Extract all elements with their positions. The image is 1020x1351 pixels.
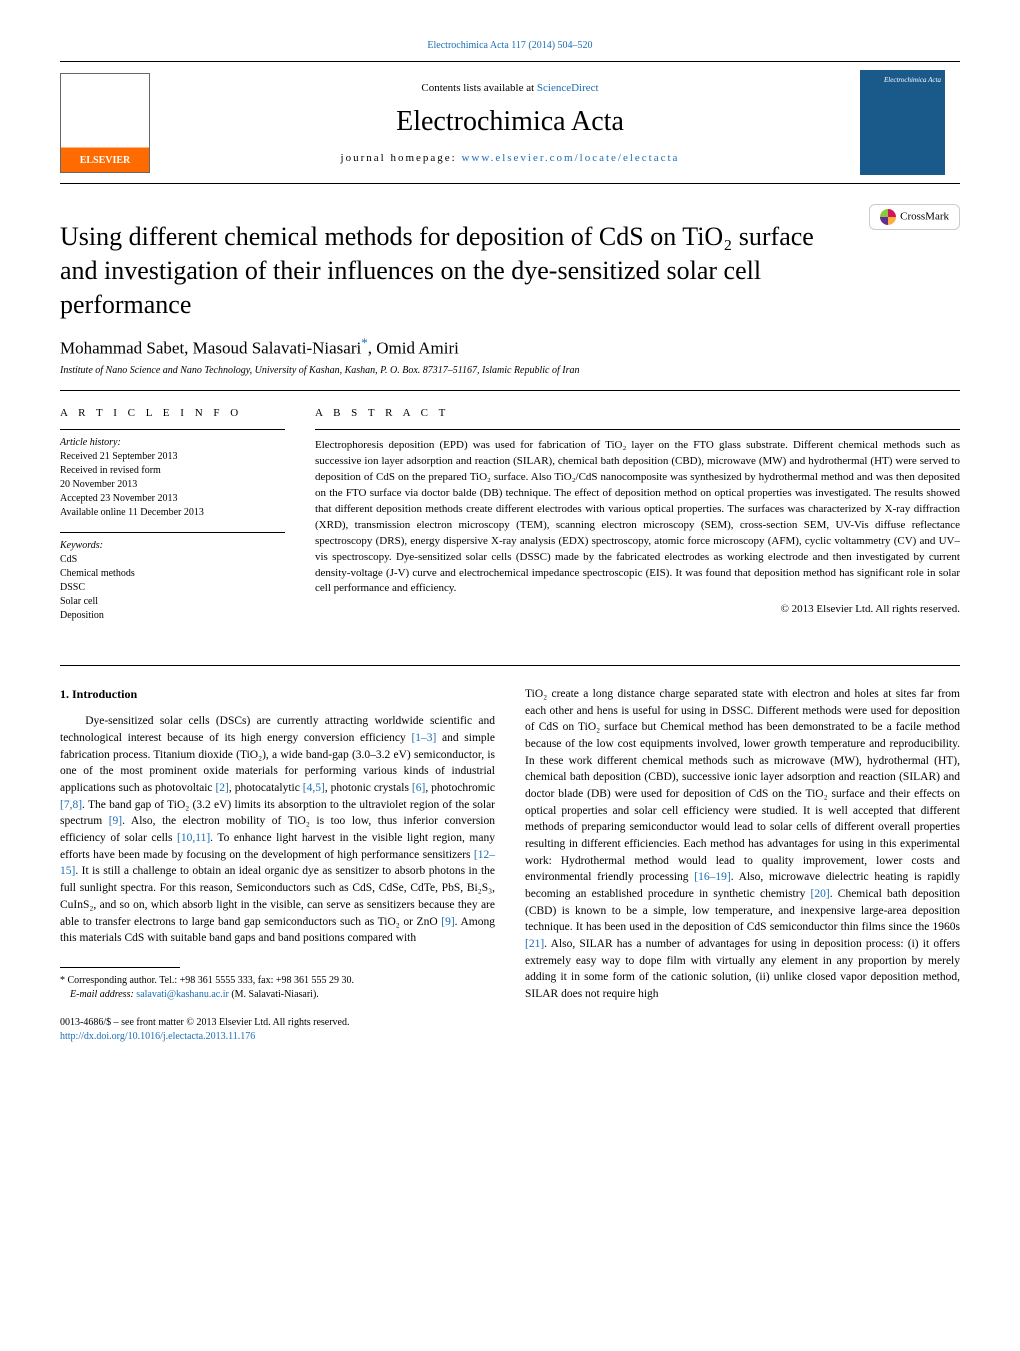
citation-link[interactable]: [20]	[811, 888, 830, 900]
citation-link[interactable]: [16–19]	[694, 871, 730, 883]
citation-link[interactable]: [1–3]	[411, 732, 436, 744]
email-line: E-mail address: salavati@kashanu.ac.ir (…	[60, 988, 495, 1002]
body-column-right: TiO₂ create a long distance charge separ…	[525, 686, 960, 1045]
crossmark-badge[interactable]: CrossMark	[869, 204, 960, 230]
elsevier-logo[interactable]: ELSEVIER	[60, 73, 150, 173]
body-text: , photocatalytic	[229, 782, 303, 794]
doi-link[interactable]: http://dx.doi.org/10.1016/j.electacta.20…	[60, 1031, 255, 1042]
journal-homepage-link[interactable]: www.elsevier.com/locate/electacta	[461, 152, 679, 164]
info-abstract-row: A R T I C L E I N F O Article history: R…	[60, 407, 960, 635]
citation-link[interactable]: [10,11]	[177, 832, 210, 844]
introduction-heading: 1. Introduction	[60, 686, 495, 703]
article-info-heading: A R T I C L E I N F O	[60, 407, 285, 419]
history-line: 20 November 2013	[60, 478, 285, 492]
keyword: DSSC	[60, 581, 285, 595]
journal-header-center: Contents lists available at ScienceDirec…	[160, 82, 860, 164]
keyword: Solar cell	[60, 595, 285, 609]
article-title: Using different chemical methods for dep…	[60, 220, 820, 321]
keyword: CdS	[60, 553, 285, 567]
journal-header: ELSEVIER Contents lists available at Sci…	[60, 61, 960, 184]
body-text: . Also, SILAR has a number of advantages…	[525, 938, 960, 1000]
contents-prefix: Contents lists available at	[421, 82, 536, 94]
citation-link[interactable]: [2]	[215, 782, 228, 794]
authors-tail: , Omid Amiri	[368, 339, 459, 358]
abstract-copyright: © 2013 Elsevier Ltd. All rights reserved…	[315, 603, 960, 615]
abstract-column: A B S T R A C T Electrophoresis depositi…	[315, 407, 960, 635]
body-text: , photonic crystals	[325, 782, 412, 794]
article-history-block: Article history: Received 21 September 2…	[60, 429, 285, 520]
crossmark-icon	[880, 209, 896, 225]
authors-line: Mohammad Sabet, Masoud Salavati-Niasari*…	[60, 335, 960, 359]
sciencedirect-link[interactable]: ScienceDirect	[537, 82, 599, 94]
history-line: Available online 11 December 2013	[60, 506, 285, 520]
publisher-logo-container: ELSEVIER	[60, 73, 160, 173]
footnote-separator	[60, 967, 180, 968]
citation-link[interactable]: [4,5]	[303, 782, 325, 794]
citation-link[interactable]: [6]	[412, 782, 425, 794]
homepage-prefix: journal homepage:	[341, 152, 462, 164]
issn-copyright: 0013-4686/$ – see front matter © 2013 El…	[60, 1016, 495, 1031]
keywords-label: Keywords:	[60, 539, 285, 553]
history-line: Accepted 23 November 2013	[60, 492, 285, 506]
body-columns: 1. Introduction Dye-sensitized solar cel…	[60, 665, 960, 1045]
body-text: , photochromic	[425, 782, 495, 794]
journal-issue-link[interactable]: Electrochimica Acta 117 (2014) 504–520	[60, 40, 960, 51]
keyword: Deposition	[60, 609, 285, 623]
article-info-column: A R T I C L E I N F O Article history: R…	[60, 407, 285, 635]
keyword: Chemical methods	[60, 567, 285, 581]
citation-link[interactable]: [9]	[441, 916, 454, 928]
affiliation: Institute of Nano Science and Nano Techn…	[60, 365, 960, 376]
corresponding-tel-fax: * Corresponding author. Tel.: +98 361 55…	[60, 974, 495, 988]
abstract-text: Electrophoresis deposition (EPD) was use…	[315, 429, 960, 597]
body-text: TiO₂ create a long distance charge separ…	[525, 688, 960, 883]
citation-link[interactable]: [21]	[525, 938, 544, 950]
body-text: . It is still a challenge to obtain an i…	[60, 865, 495, 927]
corresponding-author-footnote: * Corresponding author. Tel.: +98 361 55…	[60, 974, 495, 1002]
journal-cover-thumbnail[interactable]: Electrochimica Acta	[860, 70, 945, 175]
elsevier-logo-text: ELSEVIER	[80, 155, 131, 166]
body-paragraph: Dye-sensitized solar cells (DSCs) are cu…	[60, 713, 495, 946]
body-column-left: 1. Introduction Dye-sensitized solar cel…	[60, 686, 495, 1045]
citation-link[interactable]: [9]	[109, 815, 122, 827]
history-line: Received in revised form	[60, 464, 285, 478]
page: Electrochimica Acta 117 (2014) 504–520 E…	[0, 0, 1020, 1085]
email-link[interactable]: salavati@kashanu.ac.ir	[136, 989, 229, 1000]
cover-label: Electrochimica Acta	[884, 76, 941, 84]
contents-lists-line: Contents lists available at ScienceDirec…	[180, 82, 840, 94]
keywords-block: Keywords: CdS Chemical methods DSSC Sola…	[60, 532, 285, 623]
crossmark-label: CrossMark	[900, 211, 949, 223]
journal-homepage-line: journal homepage: www.elsevier.com/locat…	[180, 152, 840, 164]
email-label: E-mail address:	[70, 989, 136, 1000]
history-label: Article history:	[60, 436, 285, 450]
email-suffix: (M. Salavati-Niasari).	[229, 989, 319, 1000]
title-rule	[60, 390, 960, 391]
body-paragraph: TiO₂ create a long distance charge separ…	[525, 686, 960, 1003]
footer-block: 0013-4686/$ – see front matter © 2013 El…	[60, 1016, 495, 1045]
abstract-heading: A B S T R A C T	[315, 407, 960, 419]
journal-cover-container: Electrochimica Acta	[860, 70, 960, 175]
history-line: Received 21 September 2013	[60, 450, 285, 464]
citation-link[interactable]: [7,8]	[60, 799, 82, 811]
authors-main: Mohammad Sabet, Masoud Salavati-Niasari	[60, 339, 361, 358]
journal-title: Electrochimica Acta	[180, 106, 840, 138]
